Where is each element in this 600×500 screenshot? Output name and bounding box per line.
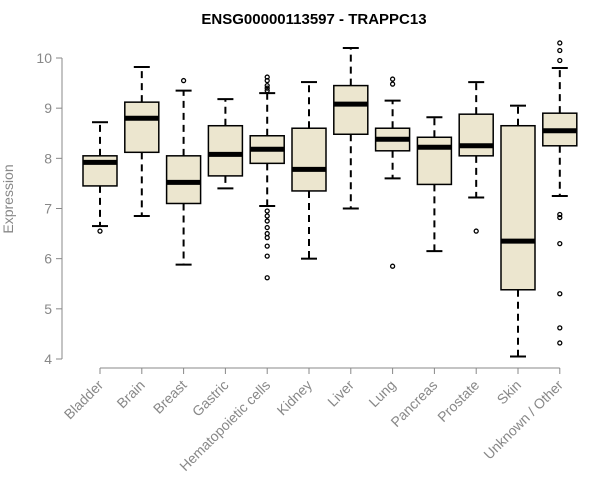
- outlier-point: [264, 208, 270, 214]
- chart-title: ENSG00000113597 - TRAPPC13: [201, 11, 426, 28]
- outlier-point: [264, 74, 270, 80]
- box-group: [82, 121, 118, 234]
- box-iqr: [207, 124, 244, 177]
- box-group: [416, 116, 453, 253]
- box-group: [249, 74, 285, 281]
- box-iqr: [500, 124, 536, 291]
- outlier-point: [389, 263, 396, 269]
- y-axis: 4 5 6 7 8 9 10: [36, 50, 63, 367]
- outlier-point: [264, 224, 270, 231]
- outlier-point: [97, 228, 103, 234]
- y-tick-label: 8: [44, 150, 52, 166]
- box-iqr: [333, 84, 369, 136]
- box-iqr: [165, 155, 202, 205]
- box-group: [458, 81, 494, 234]
- x-tick-label: Bladder: [61, 377, 107, 423]
- box-group: [333, 46, 369, 210]
- outlier-point: [557, 47, 563, 54]
- x-tick-label: Lung: [365, 377, 398, 410]
- y-axis-label: Expression: [0, 164, 16, 233]
- box-group: [542, 40, 578, 346]
- x-tick-label: Skin: [494, 377, 525, 408]
- y-tick-label: 10: [36, 50, 52, 66]
- outlier-point: [264, 213, 270, 219]
- outlier-point: [264, 218, 270, 224]
- outlier-point: [557, 340, 563, 346]
- box-iqr: [458, 113, 494, 157]
- x-tick-label: Prostate: [434, 377, 482, 425]
- outlier-point: [473, 228, 479, 234]
- outlier-point: [264, 275, 270, 281]
- outlier-point: [557, 40, 563, 46]
- outlier-point: [557, 240, 563, 247]
- x-tick-label: Kidney: [274, 377, 316, 419]
- box-group: [165, 77, 202, 266]
- x-tick-label: Liver: [324, 377, 357, 410]
- outlier-point: [389, 76, 396, 82]
- outlier-point: [264, 253, 270, 259]
- box-iqr: [416, 136, 453, 186]
- outlier-point: [557, 291, 563, 297]
- y-tick-label: 4: [44, 351, 52, 367]
- outlier-point: [557, 57, 563, 64]
- outlier-point: [180, 77, 187, 84]
- y-tick-label: 6: [44, 251, 52, 267]
- box-group: [291, 81, 327, 260]
- outlier-point: [557, 214, 563, 221]
- x-tick-label: Unknown / Other: [480, 377, 566, 463]
- outlier-point: [264, 243, 270, 249]
- x-tick-label: Brain: [113, 377, 147, 411]
- outlier-point: [557, 211, 563, 218]
- outlier-point: [557, 325, 563, 331]
- box-group: [124, 66, 160, 218]
- box-group: [374, 76, 411, 269]
- outlier-point: [264, 234, 270, 241]
- plot-area: [82, 40, 578, 358]
- outlier-point: [264, 82, 270, 89]
- outlier-point: [264, 85, 270, 91]
- outlier-point: [264, 87, 270, 94]
- outlier-point: [389, 81, 396, 87]
- y-tick-label: 7: [44, 201, 52, 217]
- box-iqr: [124, 101, 160, 154]
- x-tick-label: Breast: [150, 377, 190, 417]
- y-tick-label: 5: [44, 301, 52, 317]
- box-iqr: [291, 127, 327, 192]
- y-tick-label: 9: [44, 100, 52, 116]
- box-group: [500, 104, 536, 358]
- box-group: [207, 98, 244, 190]
